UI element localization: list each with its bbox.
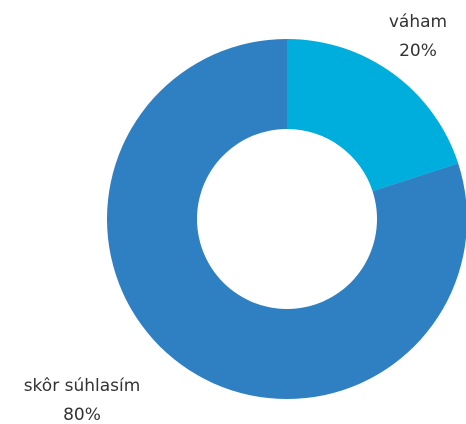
slice-label: skôr súhlasím [24,376,141,396]
donut-slice [107,39,466,399]
slice-value-label: 20% [399,41,437,61]
slice-label: váham [389,12,447,32]
slice-value-label: 80% [63,405,101,424]
donut-slice [287,39,459,192]
